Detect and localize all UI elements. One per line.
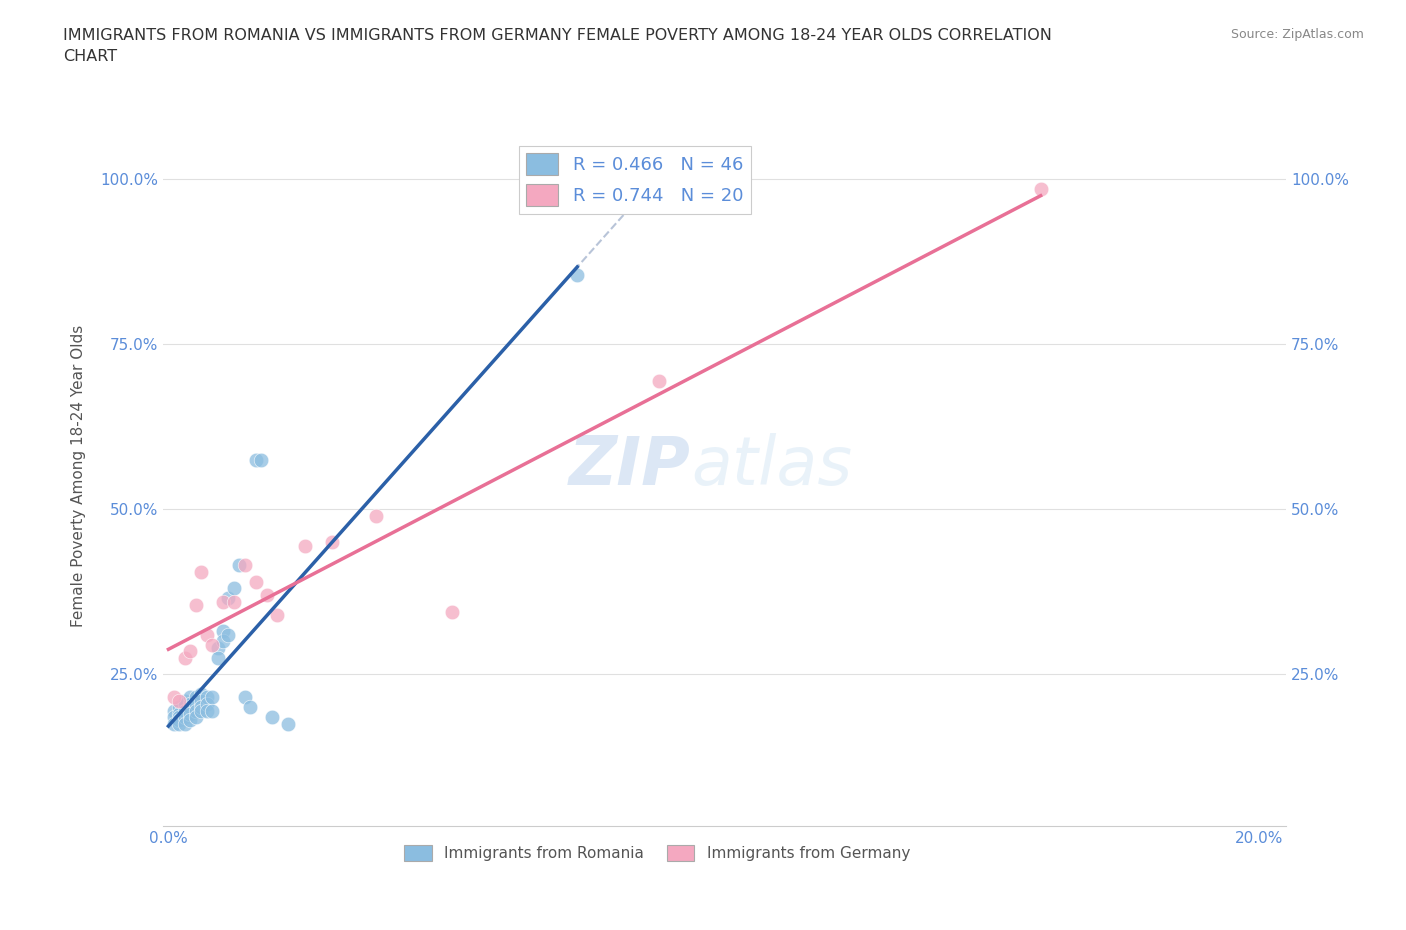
Point [321, 535, 343, 550]
Point [184, 710, 207, 724]
Text: IMMIGRANTS FROM ROMANIA VS IMMIGRANTS FROM GERMANY FEMALE POVERTY AMONG 18-24 YE: IMMIGRANTS FROM ROMANIA VS IMMIGRANTS FR… [63, 28, 1052, 64]
Point [173, 697, 195, 711]
Point [169, 707, 191, 722]
Point [250, 452, 273, 467]
Point [190, 703, 212, 718]
Point [260, 710, 283, 724]
Point [207, 641, 229, 656]
Point [256, 588, 278, 603]
Point [195, 627, 218, 642]
Point [179, 713, 201, 728]
Legend: Immigrants from Romania, Immigrants from Germany: Immigrants from Romania, Immigrants from… [398, 839, 917, 868]
Point [195, 703, 218, 718]
Point [266, 607, 288, 622]
Point [440, 604, 463, 619]
Point [184, 703, 207, 718]
Point [648, 373, 671, 388]
Point [169, 710, 191, 724]
Point [179, 707, 201, 722]
Point [163, 690, 186, 705]
Point [567, 268, 589, 283]
Text: Source: ZipAtlas.com: Source: ZipAtlas.com [1230, 28, 1364, 41]
Point [169, 699, 191, 714]
Point [173, 703, 195, 718]
Point [190, 686, 212, 701]
Point [228, 558, 250, 573]
Point [212, 624, 235, 639]
Y-axis label: Female Poverty Among 18-24 Year Olds: Female Poverty Among 18-24 Year Olds [72, 326, 86, 628]
Point [233, 690, 256, 705]
Point [169, 716, 191, 731]
Point [222, 594, 245, 609]
Point [201, 703, 224, 718]
Point [245, 452, 267, 467]
Point [163, 710, 186, 724]
Text: atlas: atlas [690, 432, 852, 498]
Point [179, 697, 201, 711]
Point [184, 598, 207, 613]
Point [277, 716, 299, 731]
Point [207, 650, 229, 665]
Point [173, 710, 195, 724]
Point [217, 591, 239, 605]
Point [184, 690, 207, 705]
Point [239, 699, 262, 714]
Point [201, 637, 224, 652]
Point [190, 693, 212, 708]
Point [364, 509, 387, 524]
Point [1029, 182, 1052, 197]
Point [179, 690, 201, 705]
Point [169, 713, 191, 728]
Point [212, 594, 235, 609]
Point [173, 650, 195, 665]
Point [163, 703, 186, 718]
Point [190, 565, 212, 579]
Point [169, 693, 191, 708]
Point [179, 644, 201, 658]
Point [184, 697, 207, 711]
Point [190, 699, 212, 714]
Text: ZIP: ZIP [569, 432, 690, 498]
Point [294, 538, 316, 553]
Point [163, 716, 186, 731]
Point [217, 627, 239, 642]
Point [222, 581, 245, 596]
Point [233, 558, 256, 573]
Point [212, 634, 235, 649]
Point [195, 690, 218, 705]
Point [195, 697, 218, 711]
Point [245, 575, 267, 590]
Point [201, 690, 224, 705]
Point [173, 716, 195, 731]
Point [179, 699, 201, 714]
Point [173, 693, 195, 708]
